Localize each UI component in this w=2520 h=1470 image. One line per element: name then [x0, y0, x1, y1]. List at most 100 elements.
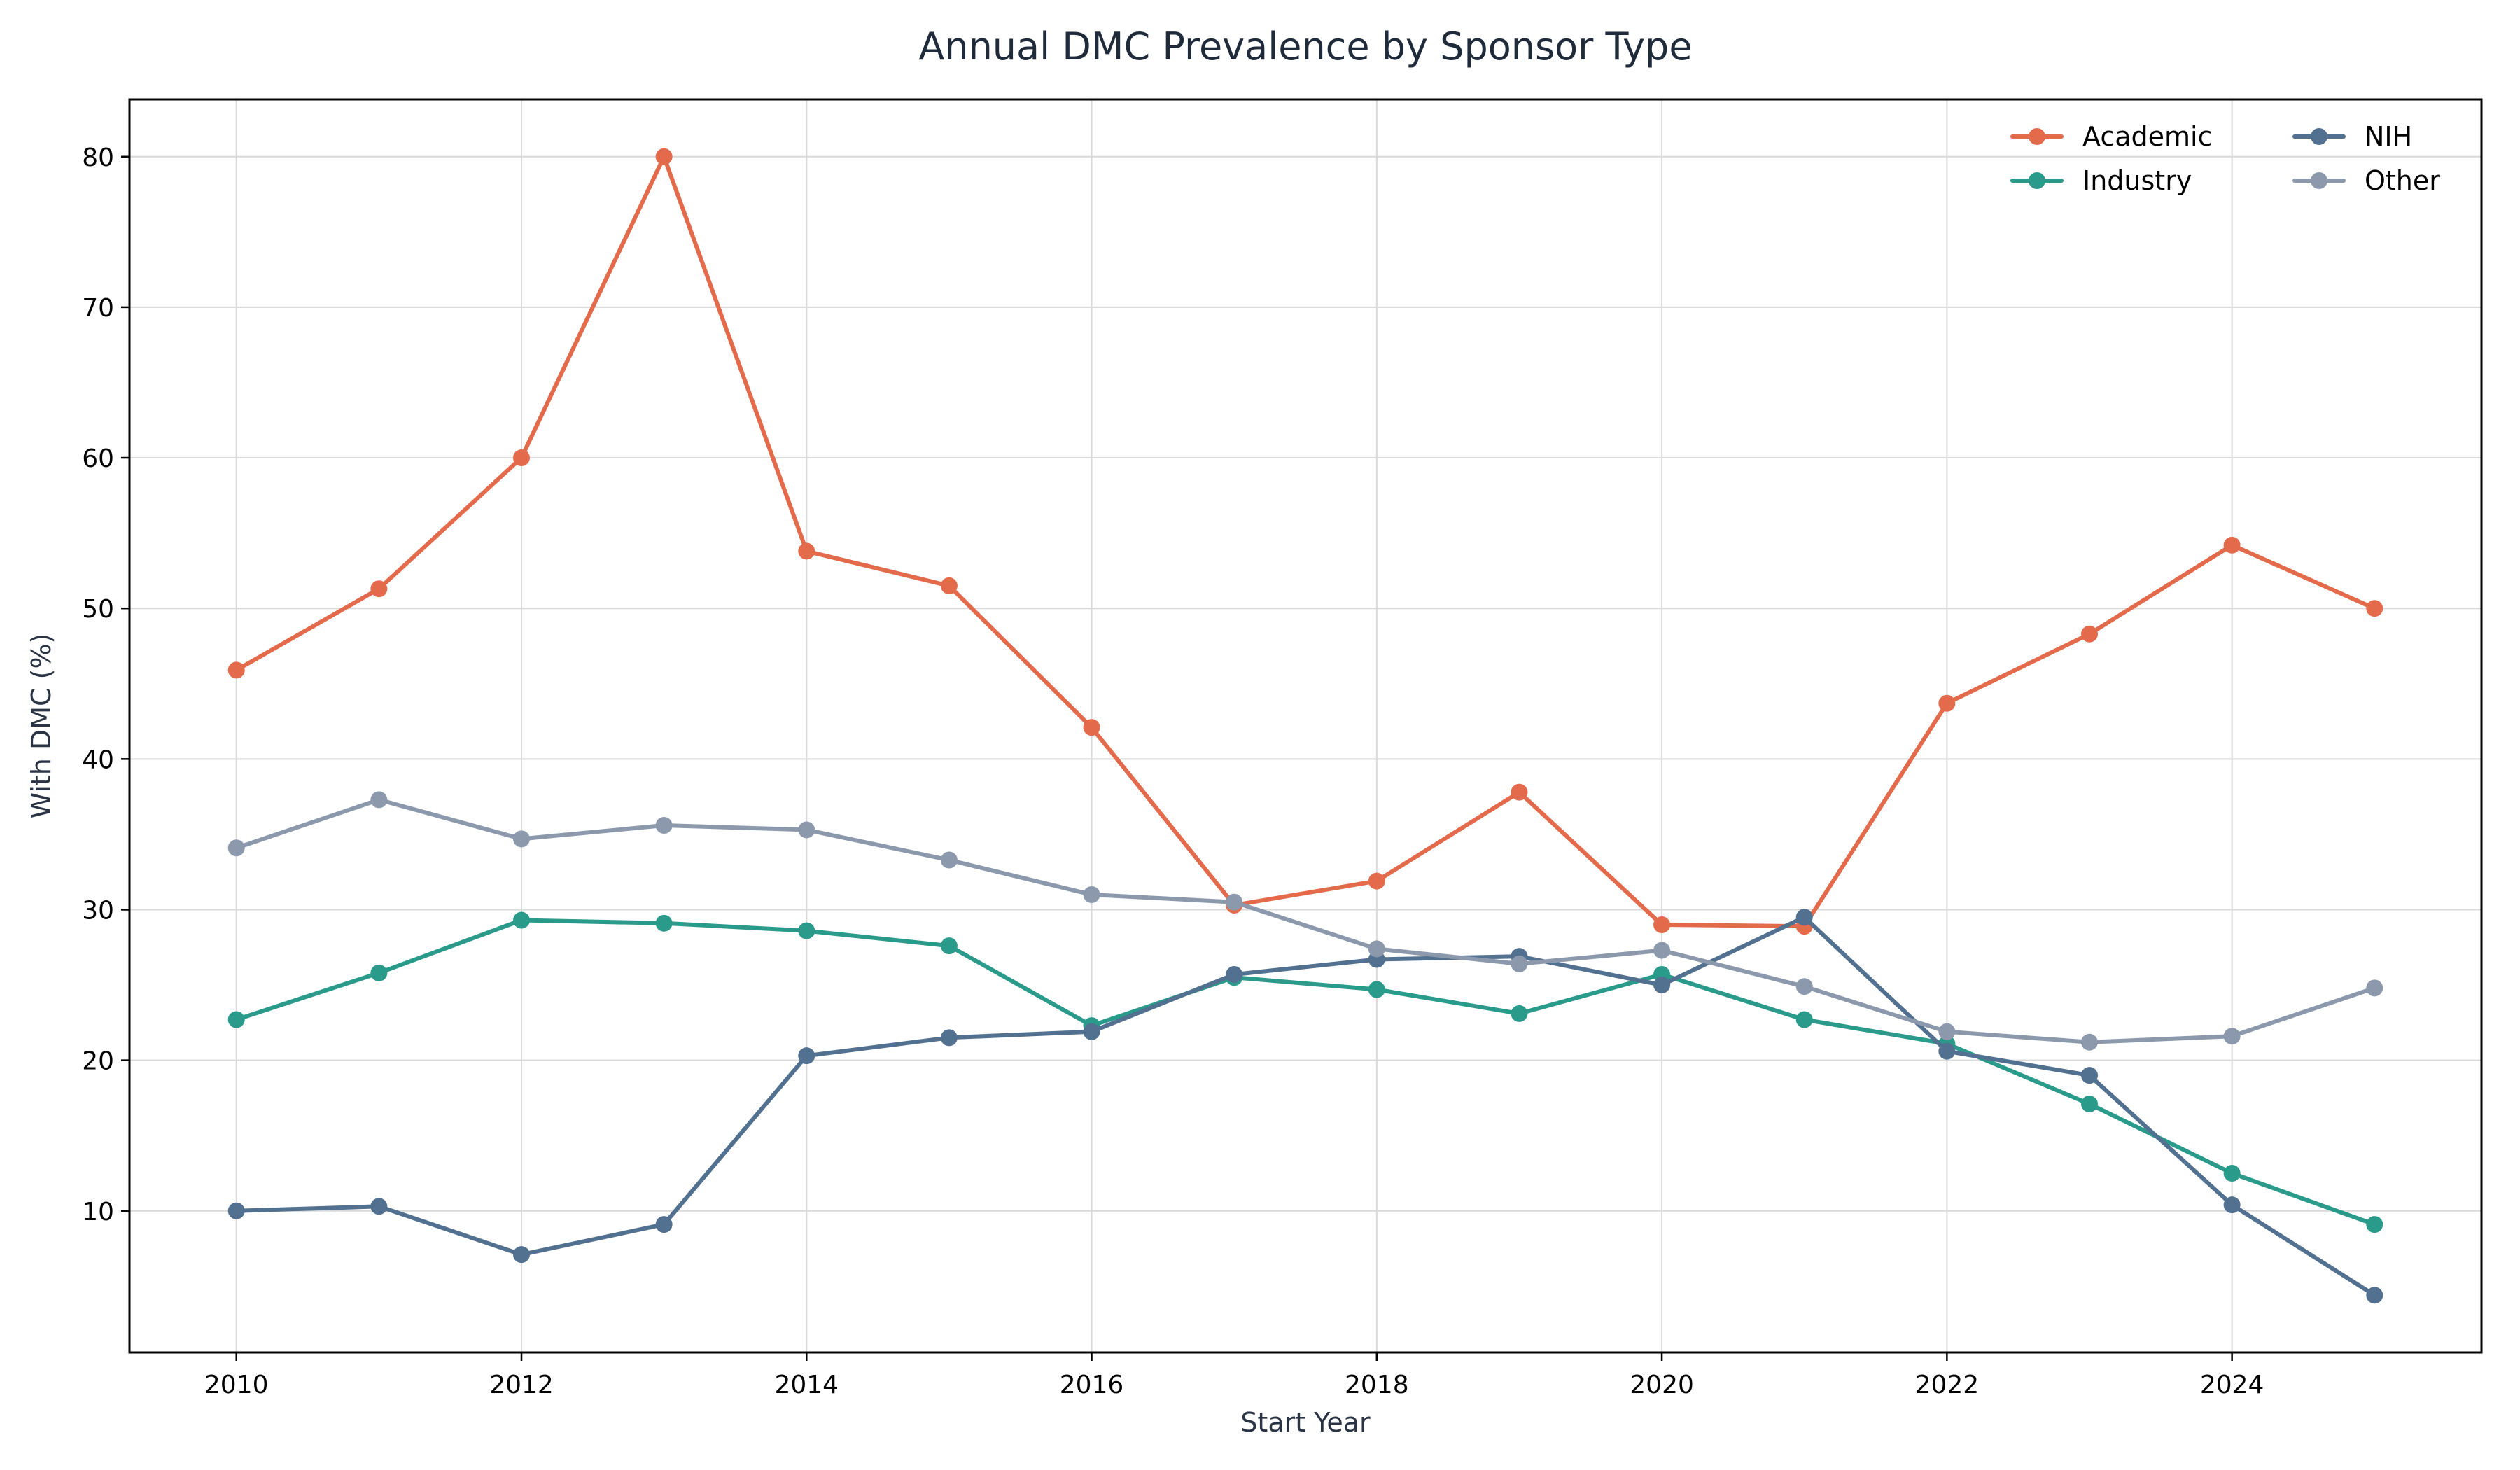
data-point-other	[940, 851, 958, 869]
legend-label: Industry	[2082, 165, 2192, 196]
data-point-industry	[370, 964, 388, 981]
legend-label: Academic	[2082, 121, 2212, 152]
data-point-nih	[2366, 1287, 2384, 1304]
legend-label: NIH	[2365, 121, 2412, 152]
data-point-nih	[1083, 1023, 1100, 1040]
data-point-other	[370, 791, 388, 808]
data-point-other	[1795, 978, 1813, 995]
data-point-industry	[227, 1011, 245, 1028]
data-point-industry	[1795, 1011, 1813, 1028]
legend-entry-industry: Industry	[2010, 165, 2192, 196]
chart-title: Annual DMC Prevalence by Sponsor Type	[918, 24, 1692, 69]
data-point-academic	[940, 577, 958, 594]
y-tick-label: 70	[82, 294, 114, 323]
legend-entry-other: Other	[2292, 165, 2440, 196]
data-point-industry	[655, 914, 673, 932]
y-tick-label: 30	[82, 896, 114, 925]
data-point-nih	[798, 1047, 816, 1065]
data-point-nih	[655, 1216, 673, 1233]
data-point-other	[1938, 1023, 1956, 1040]
x-tick-label: 2012	[489, 1371, 554, 1399]
series-layer	[227, 148, 2384, 1304]
y-tick-label: 80	[82, 144, 114, 172]
data-point-industry	[1368, 981, 1385, 998]
legend-swatch-marker	[2311, 128, 2328, 145]
data-point-industry	[513, 911, 530, 929]
series-industry	[227, 911, 2384, 1233]
data-point-other	[655, 816, 673, 834]
data-point-other	[1083, 886, 1100, 903]
legend-swatch-marker	[2029, 128, 2045, 145]
data-point-academic	[513, 449, 530, 467]
legend-swatch-marker	[2311, 172, 2328, 189]
data-point-other	[1653, 941, 1671, 959]
y-tick-label: 10	[82, 1198, 114, 1226]
data-point-other	[2081, 1033, 2098, 1051]
legend: Academic Industry NIH Other	[2010, 121, 2440, 196]
x-tick-label: 2016	[1060, 1371, 1124, 1399]
y-tick-label: 50	[82, 595, 114, 624]
series-line-academic	[234, 154, 2377, 929]
data-point-industry	[2366, 1216, 2384, 1233]
legend-label: Other	[2365, 165, 2440, 196]
x-tick-label: 2010	[204, 1371, 269, 1399]
x-tick-label: 2024	[2200, 1371, 2264, 1399]
data-point-industry	[940, 937, 958, 955]
data-point-academic	[1653, 916, 1671, 933]
y-tick-label: 20	[82, 1047, 114, 1076]
data-point-other	[2366, 979, 2384, 997]
series-other	[227, 791, 2384, 1051]
data-point-industry	[2223, 1164, 2241, 1182]
data-point-nih	[940, 1029, 958, 1046]
data-point-industry	[2081, 1096, 2098, 1113]
data-point-academic	[2366, 600, 2384, 617]
grid-lines	[130, 99, 2482, 1352]
data-point-academic	[370, 580, 388, 598]
data-point-other	[227, 839, 245, 857]
legend-entry-academic: Academic	[2010, 121, 2212, 152]
x-tick-label: 2022	[1915, 1371, 1980, 1399]
data-point-nih	[1938, 1042, 1956, 1060]
data-point-nih	[1653, 976, 1671, 994]
data-point-nih	[1795, 909, 1813, 926]
series-line-industry	[234, 918, 2377, 1227]
data-point-academic	[798, 542, 816, 560]
data-point-other	[2223, 1028, 2241, 1045]
y-tick-label: 60	[82, 444, 114, 473]
data-point-other	[1511, 955, 1528, 972]
data-point-other	[1368, 940, 1385, 958]
plot-frame	[128, 98, 2483, 1354]
data-point-academic	[1511, 783, 1528, 801]
axis-ticks: 2010 2012 2014 2016 2018 2020 2022 2024 10 20 30 40…	[82, 144, 2264, 1399]
legend-entry-nih: NIH	[2292, 121, 2412, 152]
legend-swatch-marker	[2029, 172, 2045, 189]
y-tick-label: 40	[82, 746, 114, 774]
series-line-other	[234, 797, 2377, 1044]
data-point-academic	[227, 662, 245, 679]
y-axis-label: With DMC (%)	[26, 634, 57, 819]
x-tick-label: 2018	[1345, 1371, 1409, 1399]
data-point-academic	[2223, 536, 2241, 554]
x-tick-label: 2020	[1630, 1371, 1694, 1399]
data-point-nih	[227, 1202, 245, 1219]
data-point-academic	[655, 148, 673, 165]
data-point-other	[513, 830, 530, 848]
data-point-industry	[1511, 1004, 1528, 1022]
data-point-industry	[798, 922, 816, 939]
data-point-academic	[1938, 694, 1956, 712]
data-point-nih	[370, 1198, 388, 1215]
x-axis-label: Start Year	[1240, 1407, 1371, 1438]
data-point-nih	[513, 1246, 530, 1264]
data-point-other	[1226, 893, 1243, 911]
data-point-academic	[1368, 872, 1385, 890]
data-point-nih	[2223, 1196, 2241, 1214]
series-line-nih	[234, 915, 2377, 1298]
data-point-academic	[1083, 719, 1100, 736]
x-tick-label: 2014	[774, 1371, 839, 1399]
data-point-nih	[2081, 1067, 2098, 1084]
data-point-nih	[1226, 965, 1243, 983]
data-point-other	[798, 821, 816, 839]
data-point-academic	[2081, 625, 2098, 643]
